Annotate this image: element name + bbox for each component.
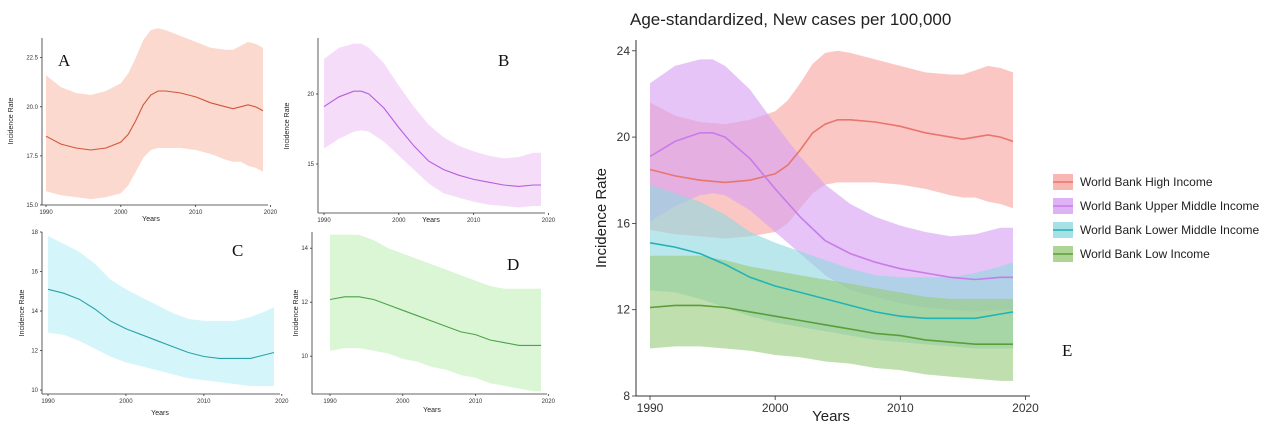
x-axis-label: Years xyxy=(422,217,440,224)
x-tick-label: 2010 xyxy=(197,399,211,405)
x-tick-label: 1990 xyxy=(41,399,55,405)
x-tick-label: 2000 xyxy=(392,218,406,224)
y-tick-label: 20 xyxy=(307,92,314,98)
panel-c: 1990 2000 2010 2020 10 12 14 16 18 Years Incidence… xyxy=(19,230,289,417)
series-line-e-2 xyxy=(649,242,1014,320)
confidence-band-e-1 xyxy=(650,59,1013,312)
y-tick-label: 20 xyxy=(617,130,631,144)
y-tick-label: 12 xyxy=(301,300,308,306)
x-tick-label: 2010 xyxy=(887,401,914,415)
x-tick-label: 2010 xyxy=(189,210,203,216)
series-line-b-0 xyxy=(323,90,541,187)
y-axis-label: Incidence Rate xyxy=(593,168,610,268)
legend-label: World Bank Lower Middle Income xyxy=(1080,223,1260,237)
series-line-c-0 xyxy=(47,288,275,359)
series-line-e-0 xyxy=(649,119,1014,184)
y-tick-label: 14 xyxy=(31,309,38,315)
legend: World Bank High Income World Bank Upper M… xyxy=(1053,174,1260,262)
panel-a: 1990 2000 2010 2020 15.0 17.5 20.0 22.5 Years Inc… xyxy=(8,28,278,223)
x-tick-label: 2020 xyxy=(275,399,289,405)
panel-d: 1990 2000 2010 2020 10 12 14 Years Incidence Rat… xyxy=(293,232,556,414)
x-tick-label: 2020 xyxy=(1012,401,1039,415)
y-tick-label: 24 xyxy=(617,44,631,58)
y-tick-label: 15.0 xyxy=(26,203,38,209)
y-axis-label: Incidence Rate xyxy=(8,98,15,145)
panel-letter: C xyxy=(232,241,243,260)
x-tick-label: 1990 xyxy=(637,401,664,415)
x-tick-label: 2020 xyxy=(542,399,556,405)
series-line-a-0 xyxy=(45,90,264,151)
panel-letter: D xyxy=(507,255,519,274)
y-tick-label: 22.5 xyxy=(26,56,38,62)
x-tick-label: 2000 xyxy=(396,399,410,405)
y-tick-label: 12 xyxy=(31,349,38,355)
x-axis-label: Years xyxy=(142,216,160,223)
confidence-band-b-0 xyxy=(324,43,541,208)
y-tick-label: 18 xyxy=(31,230,38,236)
y-tick-label: 20.0 xyxy=(26,105,38,111)
confidence-band-e-3 xyxy=(650,255,1013,381)
y-tick-label: 16 xyxy=(31,270,38,276)
panel-e: 1990 2000 2010 2020 8 12 16 20 24 Years Incidence … xyxy=(593,10,1260,425)
legend-label: World Bank Low Income xyxy=(1080,247,1210,261)
y-tick-label: 8 xyxy=(623,389,630,403)
y-tick-label: 16 xyxy=(617,216,631,230)
chart-title: Age-standardized, New cases per 100,000 xyxy=(630,10,951,29)
series-line-d-0 xyxy=(329,296,541,346)
y-tick-label: 12 xyxy=(617,303,631,317)
y-tick-label: 15 xyxy=(307,162,314,168)
x-tick-label: 1990 xyxy=(323,399,337,405)
series-line-e-3 xyxy=(649,304,1013,345)
y-tick-label: 14 xyxy=(301,246,308,252)
y-tick-label: 10 xyxy=(301,354,308,360)
y-axis-label: Incidence Rate xyxy=(284,103,291,150)
confidence-band-d-0 xyxy=(330,234,541,392)
x-axis-label: Years xyxy=(151,410,169,417)
x-tick-label: 2020 xyxy=(264,210,278,216)
x-tick-label: 2020 xyxy=(542,218,556,224)
confidence-band-a-0 xyxy=(46,28,263,200)
panel-letter: A xyxy=(58,51,71,70)
x-axis-label: Years xyxy=(423,407,441,414)
x-tick-label: 2010 xyxy=(467,218,481,224)
y-tick-label: 10 xyxy=(31,388,38,394)
legend-label: World Bank Upper Middle Income xyxy=(1080,199,1260,213)
x-tick-label: 1990 xyxy=(317,218,331,224)
confidence-band-c-0 xyxy=(48,236,274,387)
x-tick-label: 2010 xyxy=(469,399,483,405)
panel-letter: B xyxy=(498,51,509,70)
x-tick-label: 2000 xyxy=(762,401,789,415)
panel-letter: E xyxy=(1062,341,1072,360)
x-axis-label: Years xyxy=(812,408,850,425)
x-tick-label: 1990 xyxy=(39,210,53,216)
y-tick-label: 17.5 xyxy=(26,154,38,160)
panel-b: 1990 2000 2010 2020 15 20 Years Incidence Rate B xyxy=(284,38,556,224)
x-tick-label: 2000 xyxy=(119,399,133,405)
series-line-e-1 xyxy=(649,132,1013,281)
y-axis-label: Incidence Rate xyxy=(293,290,300,337)
x-tick-label: 2000 xyxy=(114,210,128,216)
legend-label: World Bank High Income xyxy=(1080,175,1213,189)
y-axis-label: Incidence Rate xyxy=(19,290,26,337)
